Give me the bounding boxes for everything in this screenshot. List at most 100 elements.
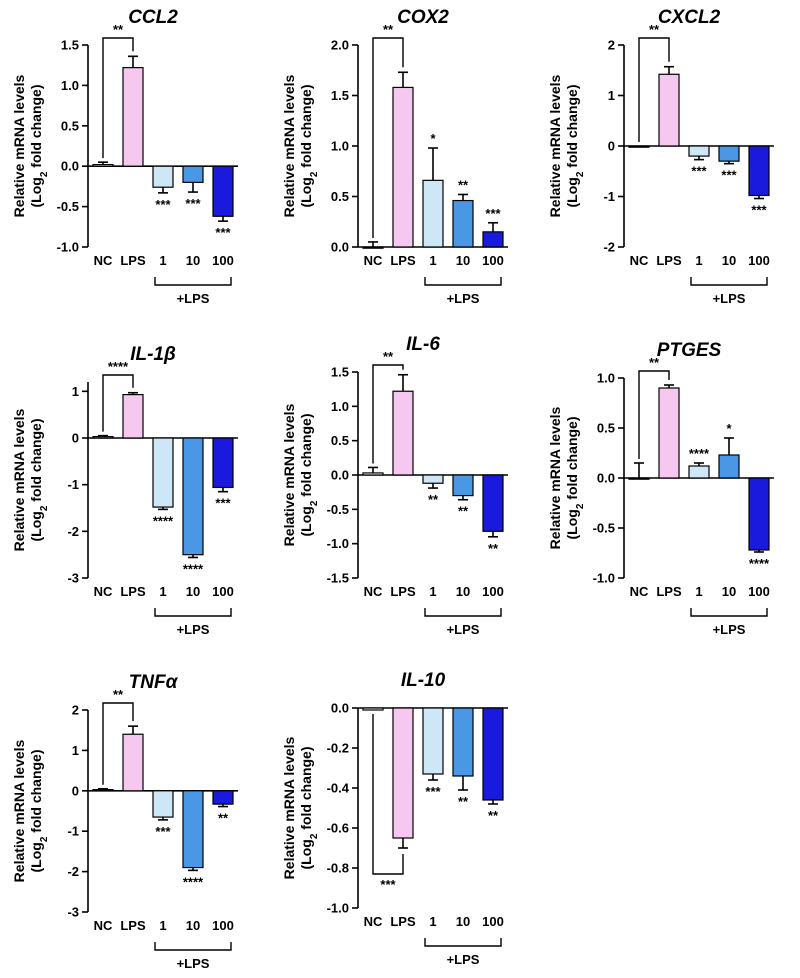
comparison-bracket [638,37,670,142]
y-tick-label: -0.6 [327,821,349,836]
y-tick-label: -1.0 [327,901,349,916]
significance-marker: *** [215,225,231,240]
bar-1 [688,145,710,157]
x-tick-label: 100 [212,584,234,599]
bar-10 [452,199,474,248]
chart-title: CXCL2 [658,7,721,28]
x-tick-label: 10 [456,253,470,268]
x-tick-label: 1 [159,584,166,599]
x-tick-label: 1 [695,584,702,599]
y-axis-label: Relative mRNA levels [281,736,297,879]
y-tick-label: 0.5 [61,118,79,133]
x-tick-label: NC [364,584,383,599]
y-axis-label: Relative mRNA levels [11,74,27,217]
y-tick-label: 1.5 [61,38,79,53]
significance-marker: * [726,421,732,436]
y-axis-sublabel: (Log2 fold change) [298,413,320,536]
significance-marker: ** [458,504,469,519]
bar-100 [482,707,504,801]
x-tick-label: 100 [212,918,234,933]
y-axis-sublabel: (Log2 fold change) [28,749,50,872]
y-tick-label: 1.0 [331,399,349,414]
lps-group-label: +LPS [447,291,480,306]
y-tick-label: -0.8 [327,861,349,876]
significance-marker: *** [155,197,171,212]
bar-10 [182,165,204,183]
x-tick-label: 10 [456,584,470,599]
bar-LPS [658,73,680,147]
lps-group-label: +LPS [713,622,746,637]
x-tick-label: 1 [695,253,702,268]
y-tick-label: 0 [72,783,79,798]
chart-panel-3: CXCL2 Relative mRNA levels (Log2 fold chan… [547,7,774,306]
bar-LPS [392,86,414,248]
comparison-bracket [372,37,404,238]
significance-marker: **** [183,561,204,576]
x-tick-label: 1 [159,253,166,268]
lps-group-bracket [424,608,502,617]
significance-marker: *** [721,168,737,183]
x-tick-label: LPS [120,918,146,933]
y-tick-label: -3 [67,571,79,586]
lps-group-bracket [424,277,502,286]
y-axis-label: Relative mRNA levels [11,739,27,882]
bar-NC [92,436,114,439]
bracket-significance: ** [649,355,660,370]
bar-1 [422,707,444,775]
y-tick-label: -1.5 [327,571,349,586]
y-axis-sublabel: (Log2 fold change) [564,84,586,207]
y-tick-label: 0.5 [331,189,349,204]
x-tick-label: 100 [482,914,504,929]
y-tick-label: 1.0 [331,139,349,154]
lps-group-bracket [690,277,768,286]
y-tick-label: -1 [67,477,79,492]
bar-1 [688,465,710,479]
x-tick-label: 10 [186,584,200,599]
y-axis-label: Relative mRNA levels [281,74,297,217]
x-tick-label: LPS [390,584,416,599]
bar-LPS [122,733,144,792]
y-tick-label: -0.2 [327,741,349,756]
y-tick-label: 1 [608,88,615,103]
significance-marker: ** [488,541,499,556]
y-tick-label: -1.0 [327,536,349,551]
x-tick-label: 1 [159,918,166,933]
y-axis-sublabel: (Log2 fold change) [564,416,586,539]
chart-panel-2: COX2 Relative mRNA levels (Log2 fold chang… [281,7,508,306]
x-tick-label: 1 [429,253,436,268]
y-tick-label: 2.0 [331,38,349,53]
y-axis-label: Relative mRNA levels [547,406,563,549]
x-tick-label: LPS [390,914,416,929]
y-tick-label: -3 [67,905,79,920]
comparison-bracket [372,364,404,464]
y-tick-label: 1.5 [331,365,349,380]
chart-panel-4: IL-1β Relative mRNA levels (Log2 fold chan… [11,344,238,637]
bar-LPS [392,390,414,476]
bar-NC [362,707,384,711]
chart-title: IL-10 [401,670,446,691]
x-tick-label: NC [364,914,383,929]
x-tick-label: 1 [429,584,436,599]
comparison-bracket [372,714,404,875]
y-tick-label: -2 [67,524,79,539]
x-tick-label: LPS [120,253,146,268]
bracket-significance: ** [383,22,394,37]
bar-10 [452,474,474,497]
chart-title: TNFα [129,672,179,693]
chart-title: CCL2 [128,7,178,28]
y-tick-label: 1.0 [597,371,615,386]
significance-marker: *** [185,196,201,211]
comparison-bracket [102,702,134,785]
significance-marker: **** [153,513,174,528]
chart-title: IL-1β [130,344,176,365]
y-tick-label: 0.0 [61,159,79,174]
x-tick-label: 100 [748,253,770,268]
significance-marker: **** [749,556,770,571]
x-tick-label: 10 [722,584,736,599]
lps-group-bracket [690,608,768,617]
y-tick-label: 0.0 [331,701,349,716]
bar-10 [718,145,740,162]
significance-marker: ** [428,492,439,507]
bar-100 [748,145,770,197]
y-tick-label: 2 [72,703,79,718]
